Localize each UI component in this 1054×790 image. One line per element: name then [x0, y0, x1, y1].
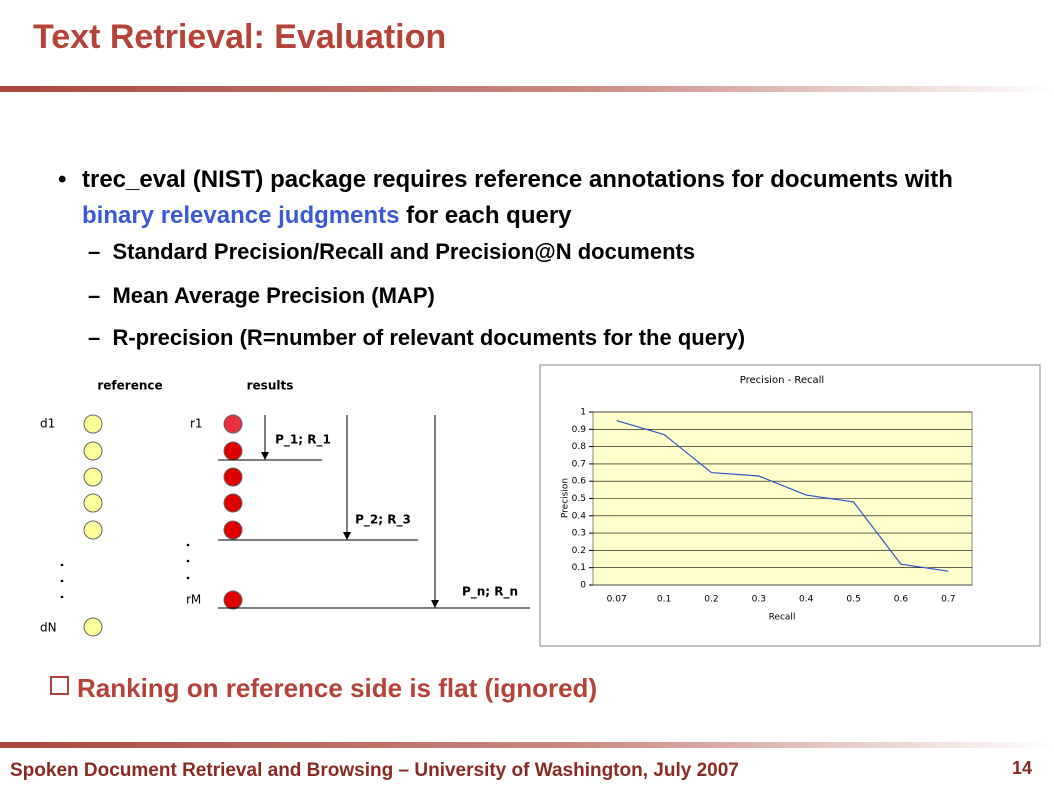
chart-title: Precision - Recall — [740, 375, 824, 386]
x-tick-label: 0.3 — [752, 595, 766, 605]
y-axis-title: Precision — [561, 478, 571, 518]
y-tick-label: 0 — [580, 581, 586, 591]
x-tick-label: 0.4 — [799, 595, 814, 605]
x-tick-label: 0.2 — [704, 595, 718, 605]
note: Ranking on reference side is flat (ignor… — [77, 673, 598, 703]
page-number: 14 — [1012, 758, 1033, 778]
label: results — [247, 379, 294, 393]
sub-bullet: – Standard Precision/Recall and Precisio… — [88, 239, 696, 264]
cut-label: P_1; R_1 — [275, 433, 331, 448]
label: r1 — [190, 417, 203, 431]
text: for each query — [399, 202, 572, 229]
x-tick-label: 0.6 — [894, 595, 909, 605]
cut-label: P_2; R_3 — [355, 513, 411, 528]
arrowheads — [261, 452, 439, 608]
highlight: binary relevance judgments — [82, 202, 400, 229]
sub-bullet: – R-precision (R=number of relevant docu… — [88, 325, 746, 350]
text: trec_eval (NIST) package requires refere… — [82, 166, 953, 193]
y-tick-label: 0.8 — [572, 442, 587, 452]
chart: Precision - Recall Recall Precision 0 0.1… — [539, 364, 1041, 647]
y-tick-label: 1 — [580, 408, 586, 418]
x-tick-label: 0.07 — [607, 595, 627, 605]
result-docs — [223, 414, 243, 610]
label: rM — [186, 593, 201, 607]
slide-title: Text Retrieval: Evaluation — [33, 18, 447, 56]
bullet-text: trec_eval (NIST) package requires refere… — [82, 162, 987, 234]
reference-docs — [83, 414, 103, 637]
y-tick-label: 0.2 — [572, 546, 586, 556]
y-tick-label: 0.3 — [572, 529, 586, 539]
text: R-precision (R=number of relevant docume… — [112, 325, 746, 350]
x-axis-title: Recall — [769, 613, 796, 623]
cut-label: P_n; R_n — [462, 585, 518, 600]
cutoffs — [218, 415, 530, 609]
label: d1 — [40, 417, 55, 431]
y-tick-label: 0.4 — [572, 511, 587, 521]
text: Standard Precision/Recall and Precision@… — [112, 239, 696, 264]
label: reference — [97, 379, 162, 393]
footer-rule — [0, 742, 1054, 748]
bullet-dot: • — [58, 166, 67, 193]
text: Mean Average Precision (MAP) — [112, 283, 435, 308]
sub-bullet: – Mean Average Precision (MAP) — [88, 283, 435, 308]
label: dN — [40, 621, 57, 635]
diagram: reference results d1 dN r1 rM P_1; R_1 P… — [40, 379, 530, 637]
y-tick-label: 0.9 — [572, 425, 587, 435]
y-tick-label: 0.5 — [572, 494, 586, 504]
y-tick-label: 0.1 — [572, 563, 586, 573]
x-tick-label: 0.5 — [846, 595, 860, 605]
y-tick-label: 0.6 — [572, 477, 587, 487]
graphics: reference results d1 dN r1 rM P_1; R_1 P… — [40, 364, 1041, 647]
x-tick-label: 0.7 — [941, 595, 955, 605]
title-rule — [0, 86, 1054, 92]
y-tick-label: 0.7 — [572, 459, 586, 469]
line — [616, 420, 949, 572]
x-tick-label: 0.1 — [657, 595, 671, 605]
note-marker — [50, 676, 69, 695]
footer-text: Spoken Document Retrieval and Browsing –… — [10, 760, 739, 781]
ellipsis — [60, 543, 190, 599]
